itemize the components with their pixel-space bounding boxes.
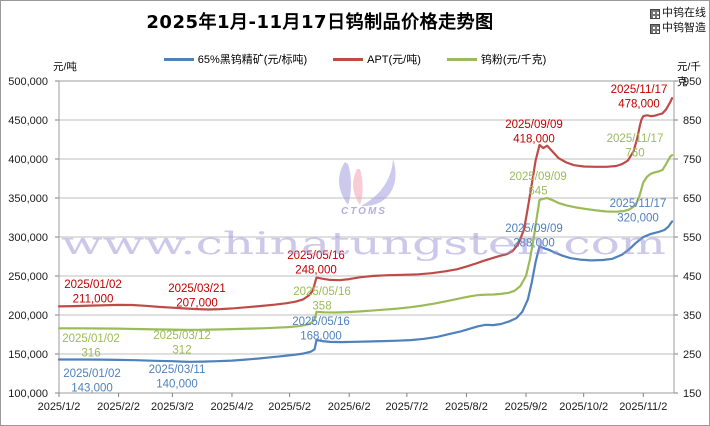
annotation-value: 645 xyxy=(528,186,547,198)
annotation-date: 2025/05/16 xyxy=(293,286,351,298)
annotation-date: 2025/03/12 xyxy=(153,330,211,342)
x-axis-tick-label: 2025/9/2 xyxy=(505,401,548,413)
legend-label-apt: APT(元/吨) xyxy=(367,54,421,66)
annotation-value: 207,000 xyxy=(176,298,218,310)
x-axis-tick-label: 2025/3/2 xyxy=(151,401,194,413)
x-axis-tick-label: 2025/1/2 xyxy=(38,401,81,413)
right-axis-tick-label: 350 xyxy=(683,310,701,322)
series-line-0 xyxy=(57,220,674,363)
legend-item-ore: 65%黑钨精矿(元/标吨) xyxy=(163,51,308,67)
left-axis-tick-label: 200,000 xyxy=(8,310,48,322)
annotation-value: 320,000 xyxy=(617,213,659,225)
left-axis-tick-label: 300,000 xyxy=(8,232,48,244)
brand-logo-icon xyxy=(650,8,660,19)
left-axis-tick-label: 400,000 xyxy=(8,154,48,166)
annotation-value: 358 xyxy=(312,301,331,313)
legend-item-powder: 钨粉(元/千克) xyxy=(446,51,547,67)
annotation-value: 211,000 xyxy=(73,294,114,306)
x-axis-tick-label: 2025/4/2 xyxy=(211,401,254,413)
legend-item-apt: APT(元/吨) xyxy=(333,51,421,67)
right-axis-tick-label: 250 xyxy=(683,349,701,361)
left-axis-unit-label: 元/吨 xyxy=(53,61,77,73)
legend-line-swatch-green xyxy=(446,57,477,61)
x-axis-tick-label: 2025/11/2 xyxy=(619,401,667,413)
page-title: 2025年1月-11月17日钨制品价格走势图 xyxy=(146,12,494,33)
annotation-value: 248,000 xyxy=(295,265,337,277)
brand-text-2: 中钨智造 xyxy=(662,22,706,34)
annotation-value: 288,000 xyxy=(513,238,555,250)
annotation-value: 760 xyxy=(625,148,644,160)
annotation-date: 2025/11/17 xyxy=(607,133,664,145)
x-axis-tick-label: 2025/5/2 xyxy=(268,401,311,413)
legend-label-powder: 钨粉(元/千克) xyxy=(480,54,547,66)
annotation-date: 2025/01/02 xyxy=(63,368,121,380)
annotation-value: 418,000 xyxy=(513,134,555,146)
watermark-url-text: www.chinatungsten.com xyxy=(61,226,666,262)
x-axis-tick-label: 2025/6/2 xyxy=(328,401,371,413)
brand-text-1: 中钨在线 xyxy=(662,7,706,19)
x-axis-tick-label: 2025/2/2 xyxy=(97,401,140,413)
annotation-date: 2025/11/17 xyxy=(610,198,667,210)
right-axis-tick-label: 450 xyxy=(683,271,701,283)
legend-label-ore: 65%黑钨精矿(元/标吨) xyxy=(197,54,308,66)
brand-logo-icon xyxy=(650,23,660,34)
right-axis-tick-label: 850 xyxy=(683,115,701,127)
watermark-logo-text: CTOMS xyxy=(341,206,387,217)
annotation-value: 143,000 xyxy=(71,383,113,395)
series-line-1 xyxy=(57,97,674,311)
annotation-date: 2025/05/16 xyxy=(292,316,350,328)
watermark-logo xyxy=(338,159,396,207)
left-axis-tick-label: 100,000 xyxy=(8,388,48,400)
annotation-date: 2025/09/09 xyxy=(509,171,567,183)
annotation-date: 2025/03/21 xyxy=(168,283,226,295)
legend-line-swatch-red xyxy=(333,57,364,61)
left-axis-tick-label: 500,000 xyxy=(8,76,48,88)
annotation-value: 168,000 xyxy=(300,331,342,343)
left-axis-tick-label: 250,000 xyxy=(8,271,48,283)
annotation-value: 140,000 xyxy=(156,379,198,391)
annotation-value: 316 xyxy=(81,348,100,360)
series-line-2 xyxy=(57,154,674,331)
annotation-value: 478,000 xyxy=(618,99,660,111)
brand-box: 中钨在线 中钨智造 xyxy=(650,7,706,35)
annotation-date: 2025/01/02 xyxy=(62,333,120,345)
right-axis-tick-label: 750 xyxy=(683,154,701,166)
annotation-date: 2025/09/09 xyxy=(505,223,563,235)
annotation-date: 2025/03/11 xyxy=(149,364,206,376)
plot-border xyxy=(58,80,675,394)
left-axis-tick-label: 350,000 xyxy=(8,193,48,205)
annotation-date: 2025/09/09 xyxy=(505,119,563,131)
left-axis-tick-label: 450,000 xyxy=(8,115,48,127)
right-axis-tick-label: 550 xyxy=(683,232,701,244)
left-axis-tick-label: 150,000 xyxy=(8,349,48,361)
legend: 65%黑钨精矿(元/标吨) APT(元/吨) 钨粉(元/千克) xyxy=(41,51,669,67)
right-axis-unit-label: 元/千克 xyxy=(677,61,701,88)
brand-row-2: 中钨智造 xyxy=(650,22,706,35)
annotation-date: 2025/01/02 xyxy=(64,279,122,291)
x-axis-tick-label: 2025/10/2 xyxy=(559,401,608,413)
brand-row-1: 中钨在线 xyxy=(650,7,706,20)
annotation-date: 2025/11/17 xyxy=(611,84,668,96)
x-axis-tick-label: 2025/7/2 xyxy=(385,401,428,413)
right-axis-tick-label: 650 xyxy=(683,193,701,205)
annotation-date: 2025/05/16 xyxy=(287,250,345,262)
legend-line-swatch-blue xyxy=(163,57,194,61)
right-axis-tick-label: 150 xyxy=(683,388,701,400)
right-axis-tick-label: 950 xyxy=(683,76,701,88)
annotation-value: 312 xyxy=(172,345,191,357)
x-axis-tick-label: 2025/8/2 xyxy=(445,401,488,413)
